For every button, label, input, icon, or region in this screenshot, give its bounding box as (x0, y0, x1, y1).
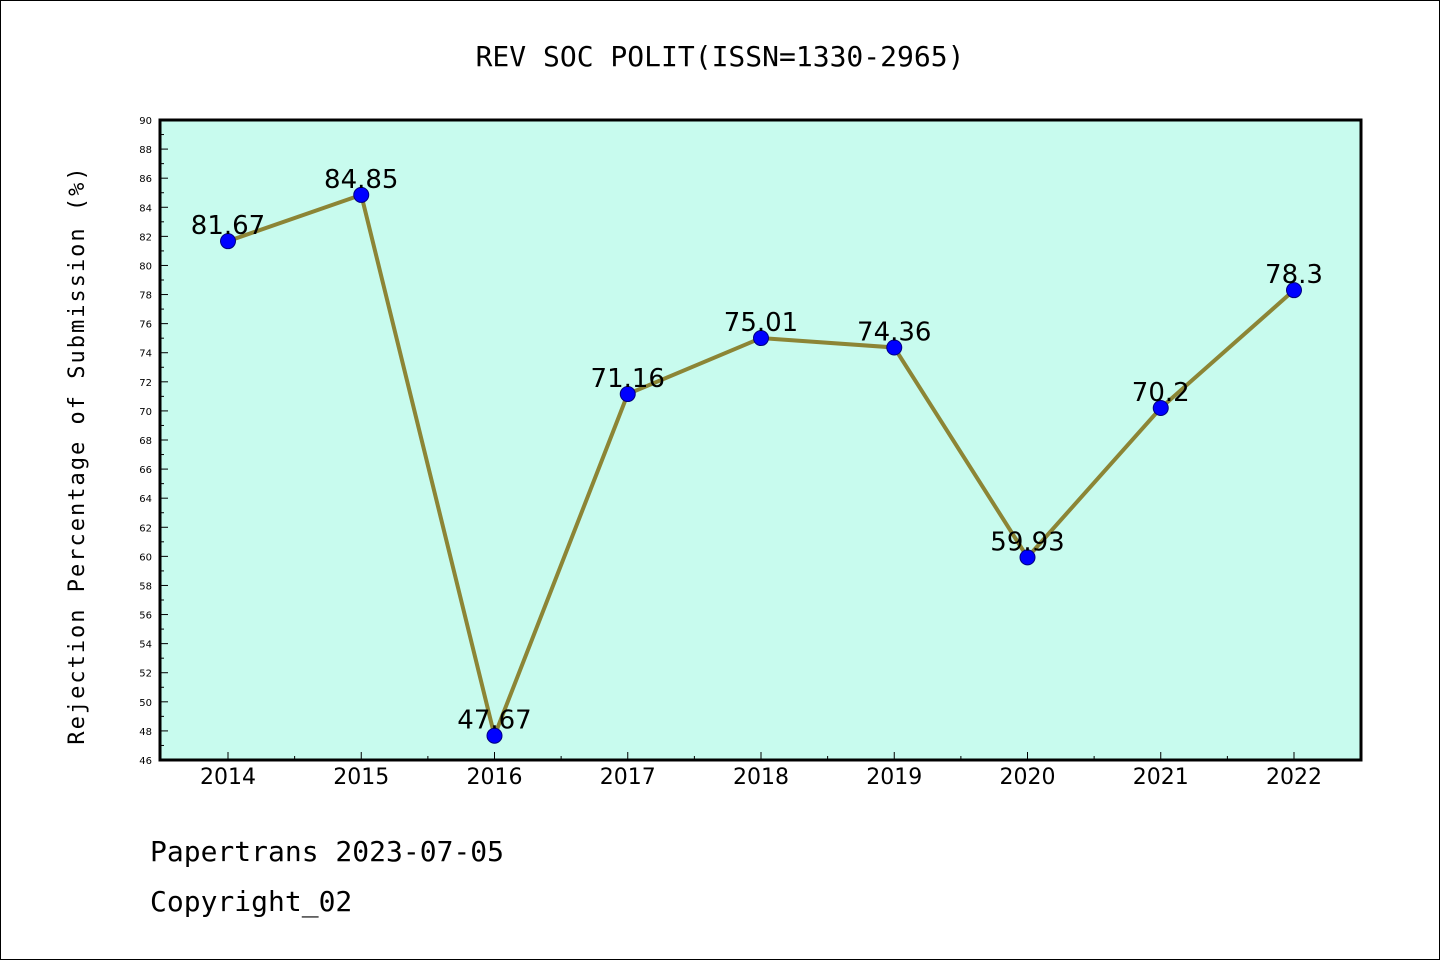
data-label: 71.16 (591, 364, 665, 394)
y-tick-label: 80 (139, 261, 152, 272)
y-tick-label: 86 (139, 174, 152, 185)
plot-border (158, 118, 1363, 762)
y-tick-label: 52 (139, 669, 152, 680)
footer-watermark-date: Papertrans 2023-07-05 (150, 835, 505, 868)
x-tick-label: 2021 (1133, 765, 1189, 790)
data-point-marker (1286, 282, 1302, 299)
y-tick-label: 46 (139, 756, 152, 767)
y-tick-label: 78 (139, 291, 152, 302)
data-label: 70.2 (1132, 378, 1190, 408)
y-tick-label: 54 (139, 640, 152, 651)
data-label: 81.67 (191, 211, 265, 241)
chart-title: REV SOC POLIT(ISSN=1330-2965) (476, 40, 965, 73)
data-labels-layer: 81.67 84.85 47.67 71.16 75.01 74.36 59.93 70.2 7… (191, 165, 1323, 736)
axis-ticks: 46 48 50 52 54 56 58 60 62 64 66 68 70 72 74 76 78 80 82 84… (139, 116, 1322, 790)
y-tick-label: 90 (139, 116, 152, 127)
y-tick-label: 72 (139, 378, 152, 389)
data-label: 47.67 (457, 706, 531, 736)
y-tick-label: 64 (139, 494, 152, 505)
x-tick-label: 2022 (1266, 765, 1322, 790)
footer-copyright: Copyright_02 (150, 885, 353, 918)
y-tick-label: 76 (139, 320, 152, 331)
y-tick-label: 70 (139, 407, 152, 418)
y-tick-label: 68 (139, 436, 152, 447)
data-label: 75.01 (724, 308, 798, 338)
data-point-marker (886, 339, 903, 356)
data-label: 59.93 (990, 527, 1064, 557)
y-tick-label: 84 (139, 203, 152, 214)
y-tick-label: 50 (139, 698, 152, 709)
y-tick-label: 56 (139, 611, 152, 622)
markers-layer (220, 186, 1302, 744)
x-tick-label: 2017 (600, 765, 656, 790)
data-point-marker (753, 330, 769, 347)
y-tick-label: 82 (139, 232, 152, 243)
data-point-marker (486, 727, 503, 744)
data-label: 78.3 (1265, 260, 1323, 290)
y-tick-label: 66 (139, 465, 152, 476)
data-label: 84.85 (324, 165, 398, 195)
data-point-marker (353, 186, 370, 203)
y-tick-label: 48 (139, 727, 152, 738)
data-point-marker (619, 386, 636, 403)
y-tick-label: 62 (139, 523, 152, 534)
x-tick-label: 2018 (733, 765, 789, 790)
x-tick-label: 2016 (467, 765, 523, 790)
x-tick-label: 2020 (1000, 765, 1056, 790)
data-point-marker (1019, 549, 1036, 566)
x-tick-label: 2019 (866, 765, 922, 790)
x-tick-label: 2014 (200, 765, 256, 790)
data-label: 74.36 (857, 317, 931, 347)
y-tick-label: 58 (139, 581, 152, 592)
data-point-marker (220, 233, 236, 250)
data-point-marker (1152, 400, 1169, 416)
x-tick-label: 2015 (333, 765, 389, 790)
y-tick-label: 88 (139, 145, 152, 156)
plot-area (160, 120, 1361, 760)
y-axis-label: Rejection Percentage of Submission (%) (65, 165, 90, 744)
y-tick-label: 74 (139, 349, 152, 360)
y-tick-label: 60 (139, 552, 152, 563)
